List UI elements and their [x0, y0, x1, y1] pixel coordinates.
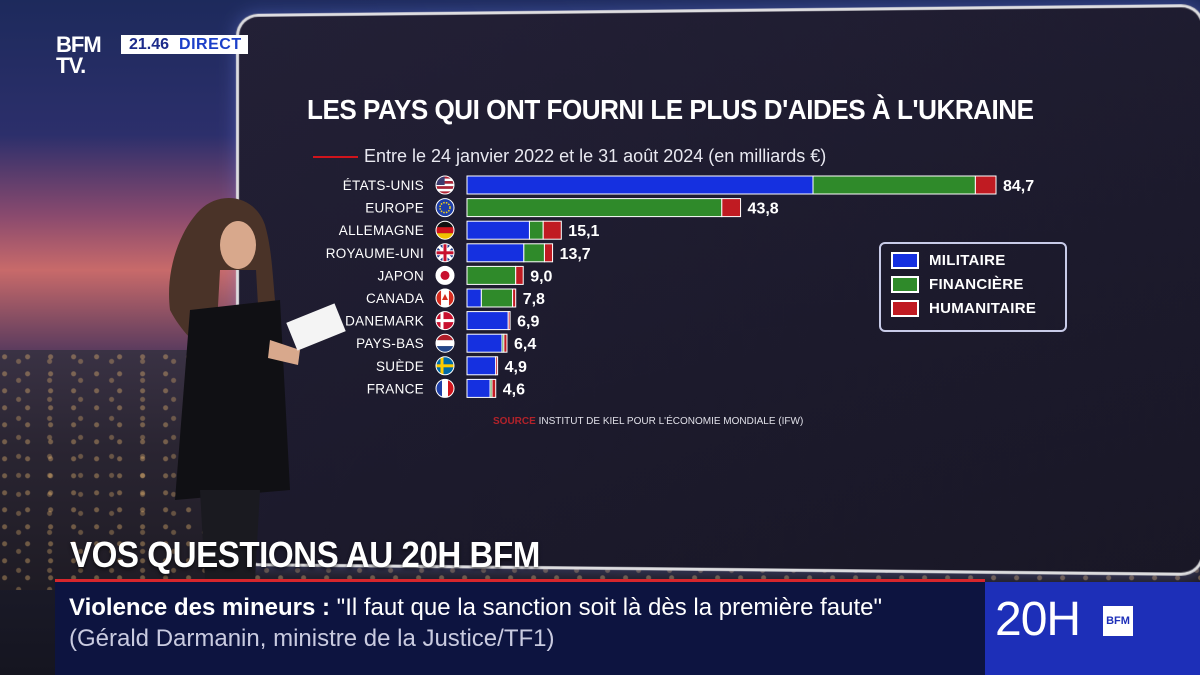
category-label-suede: SUÈDE	[376, 359, 424, 374]
bar-segment-allemagne-financiere	[529, 221, 543, 239]
bar-segment-royaume-uni-financiere	[524, 244, 545, 262]
bar-segment-allemagne-humanitaire	[543, 221, 561, 239]
chart-source: SOURCE INSTITUT DE KIEL POUR L'ÉCONOMIE …	[493, 416, 803, 427]
legend-item-financiere: FINANCIÈRE	[891, 276, 1024, 293]
program-label: 20H	[995, 592, 1080, 647]
value-label-suede: 4,9	[505, 359, 527, 376]
bar-segment-japon-financiere	[467, 266, 516, 284]
program-brand-logo: BFM	[1103, 606, 1133, 636]
category-label-pays-bas: PAYS-BAS	[356, 336, 424, 351]
source-text: INSTITUT DE KIEL POUR L'ÉCONOMIE MONDIAL…	[539, 416, 804, 427]
legend-swatch-humanitaire	[891, 300, 919, 317]
bar-segment-etats-unis-financiere	[813, 176, 975, 194]
category-label-canada: CANADA	[366, 291, 424, 306]
category-label-europe: EUROPE	[365, 201, 424, 216]
ticker-topic: Violence des mineurs :	[69, 594, 330, 621]
bar-segment-danemark-militaire	[467, 312, 508, 330]
bar-segment-japon-humanitaire	[516, 266, 523, 284]
bar-segment-france-militaire	[467, 379, 490, 397]
legend-swatch-financiere	[891, 276, 919, 293]
legend-swatch-militaire	[891, 252, 919, 269]
bar-segment-allemagne-militaire	[467, 221, 529, 239]
legend-label-militaire: MILITAIRE	[929, 252, 1006, 269]
bar-segment-royaume-uni-militaire	[467, 244, 524, 262]
bar-segment-canada-financiere	[481, 289, 512, 307]
category-label-royaume-uni: ROYAUME-UNI	[326, 246, 424, 261]
bar-segment-france-humanitaire	[492, 379, 496, 397]
ticker-quote: "Il faut que la sanction soit là dès la …	[330, 594, 882, 621]
bar-segment-etats-unis-militaire	[467, 176, 813, 194]
program-badge: 20H BFM	[985, 582, 1200, 675]
bar-segment-pays-bas-militaire	[467, 334, 502, 352]
bar-segment-pays-bas-humanitaire	[504, 334, 507, 352]
value-label-allemagne: 15,1	[568, 223, 599, 240]
ticker-attribution: (Gérald Darmanin, ministre de la Justice…	[69, 625, 554, 652]
bar-segment-canada-humanitaire	[513, 289, 516, 307]
value-label-europe: 43,8	[748, 201, 779, 218]
chart-legend: MILITAIRE FINANCIÈRE HUMANITAIRE	[879, 242, 1067, 332]
ticker-text: Violence des mineurs : "Il faut que la s…	[69, 592, 949, 654]
category-label-france: FRANCE	[367, 381, 424, 396]
legend-item-militaire: MILITAIRE	[891, 252, 1006, 269]
category-label-japon: JAPON	[377, 268, 424, 283]
value-label-etats-unis: 84,7	[1003, 178, 1034, 195]
source-key: SOURCE	[493, 416, 536, 427]
segment-title: VOS QUESTIONS AU 20H BFM	[70, 534, 540, 576]
category-label-allemagne: ALLEMAGNE	[339, 223, 424, 238]
bar-segment-europe-humanitaire	[722, 199, 741, 217]
value-label-japon: 9,0	[530, 268, 552, 285]
bar-segment-suede-militaire	[467, 357, 496, 375]
category-label-danemark: DANEMARK	[345, 314, 424, 329]
value-label-canada: 7,8	[523, 291, 545, 308]
value-label-france: 4,6	[503, 381, 525, 398]
news-ticker: Violence des mineurs : "Il faut que la s…	[55, 582, 985, 675]
bar-segment-europe-financiere	[467, 199, 722, 217]
presenter-figure	[160, 190, 300, 580]
bar-segment-suede-humanitaire	[496, 357, 498, 375]
bar-segment-royaume-uni-humanitaire	[544, 244, 552, 262]
bar-segment-etats-unis-humanitaire	[975, 176, 996, 194]
bar-segment-danemark-humanitaire	[508, 312, 510, 330]
value-label-danemark: 6,9	[517, 314, 539, 331]
value-label-pays-bas: 6,4	[514, 336, 536, 353]
category-label-etats-unis: ÉTATS-UNIS	[343, 178, 424, 193]
bar-segment-canada-militaire	[467, 289, 481, 307]
value-label-royaume-uni: 13,7	[560, 246, 591, 263]
legend-label-humanitaire: HUMANITAIRE	[929, 300, 1036, 317]
legend-item-humanitaire: HUMANITAIRE	[891, 300, 1036, 317]
legend-label-financiere: FINANCIÈRE	[929, 276, 1024, 293]
